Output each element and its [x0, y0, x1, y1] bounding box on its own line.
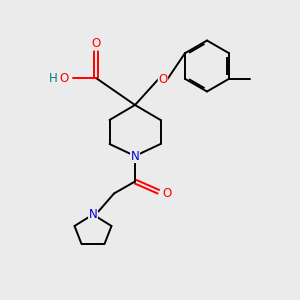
- Text: O: O: [163, 187, 172, 200]
- Text: N: N: [88, 208, 98, 221]
- Text: O: O: [92, 37, 100, 50]
- Text: H: H: [49, 71, 58, 85]
- Text: N: N: [130, 149, 140, 163]
- Text: O: O: [60, 71, 69, 85]
- Text: O: O: [158, 73, 168, 85]
